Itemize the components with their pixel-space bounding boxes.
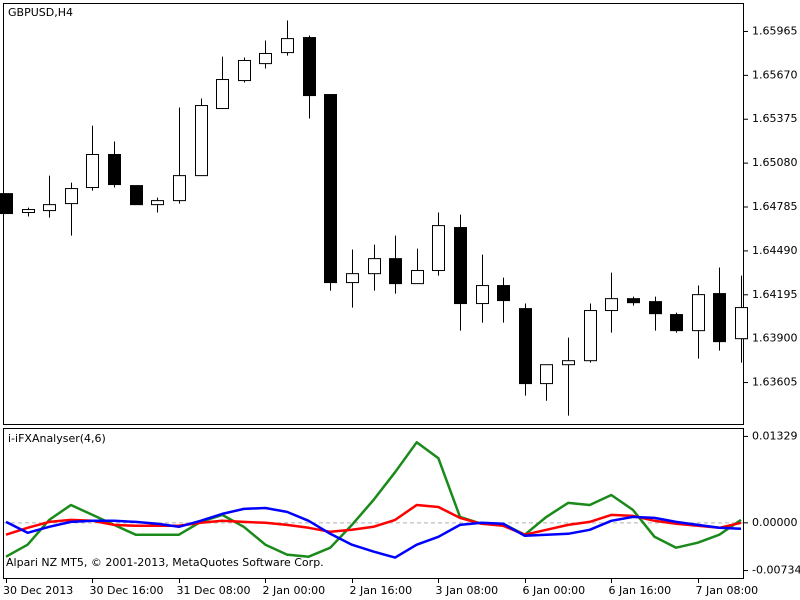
x-tick-label: 7 Jan 08:00 [696,584,759,597]
y-tick-label: -0.00734 [752,564,800,577]
y-tick-label: 1.64785 [752,200,798,213]
y-tick-label: 1.63900 [752,332,798,345]
y-tick-label: 1.65965 [752,24,798,37]
candle-body [0,193,13,215]
candle-body [86,153,99,189]
candle-body [173,175,186,202]
candle-body [432,225,445,272]
candle-body [540,364,553,385]
indicator-line [5,503,742,536]
candle-body [281,38,294,54]
x-tick-label: 2 Jan 00:00 [263,584,326,597]
copyright: Alpari NZ MT5, © 2001-2013, MetaQuotes S… [6,556,324,569]
chart-title: GBPUSD,H4 [8,6,73,19]
y-tick-label: 1.65375 [752,112,798,125]
y-tick-label: 1.63605 [752,376,798,389]
candle-body [605,298,618,312]
y-tick-label: 1.65080 [752,156,798,169]
candle-body [346,273,359,284]
candle-body [497,285,510,302]
y-tick-label: 0.00000 [752,516,798,529]
indicator-pane-frame [3,428,744,579]
candle-body [735,307,748,340]
y-tick-label: 0.01329 [752,429,798,442]
candle-body [108,153,121,186]
x-tick-label: 3 Jan 08:00 [436,584,499,597]
indicator-title: i-iFXAnalyser(4,6) [8,432,106,445]
x-tick-label: 30 Dec 16:00 [90,584,164,597]
x-tick-label: 6 Jan 00:00 [523,584,586,597]
indicator-line [5,506,742,559]
x-tick-label: 2 Jan 16:00 [350,584,413,597]
x-tick-label: 30 Dec 2013 [3,584,73,597]
candle-body [389,258,402,285]
candle-body [216,79,229,110]
candle-body [670,314,683,332]
candle-body [368,258,381,275]
candle-body [324,94,337,284]
candle-body [649,301,662,315]
x-tick-label: 31 Dec 08:00 [177,584,251,597]
candle-body [584,310,597,362]
y-tick-label: 1.65670 [752,68,798,81]
candle-body [259,52,272,65]
candle-body [65,188,78,205]
x-tick-label: 6 Jan 16:00 [609,584,672,597]
candle-body [519,308,532,385]
y-tick-label: 1.64195 [752,288,798,301]
candle-body [151,200,164,206]
candle-body [303,37,316,97]
candle-body [454,227,467,305]
candle-body [411,270,424,285]
y-tick-label: 1.64490 [752,244,798,257]
candle-body [195,105,208,177]
indicator-line [5,441,742,558]
candle-body [627,298,640,304]
candle-body [238,59,251,82]
candle-body [476,285,489,305]
candle-body [22,209,35,214]
candle-body [130,185,143,206]
candle-body [562,360,575,366]
candle-body [713,293,726,343]
candle-body [43,204,56,212]
candle-body [692,294,705,332]
